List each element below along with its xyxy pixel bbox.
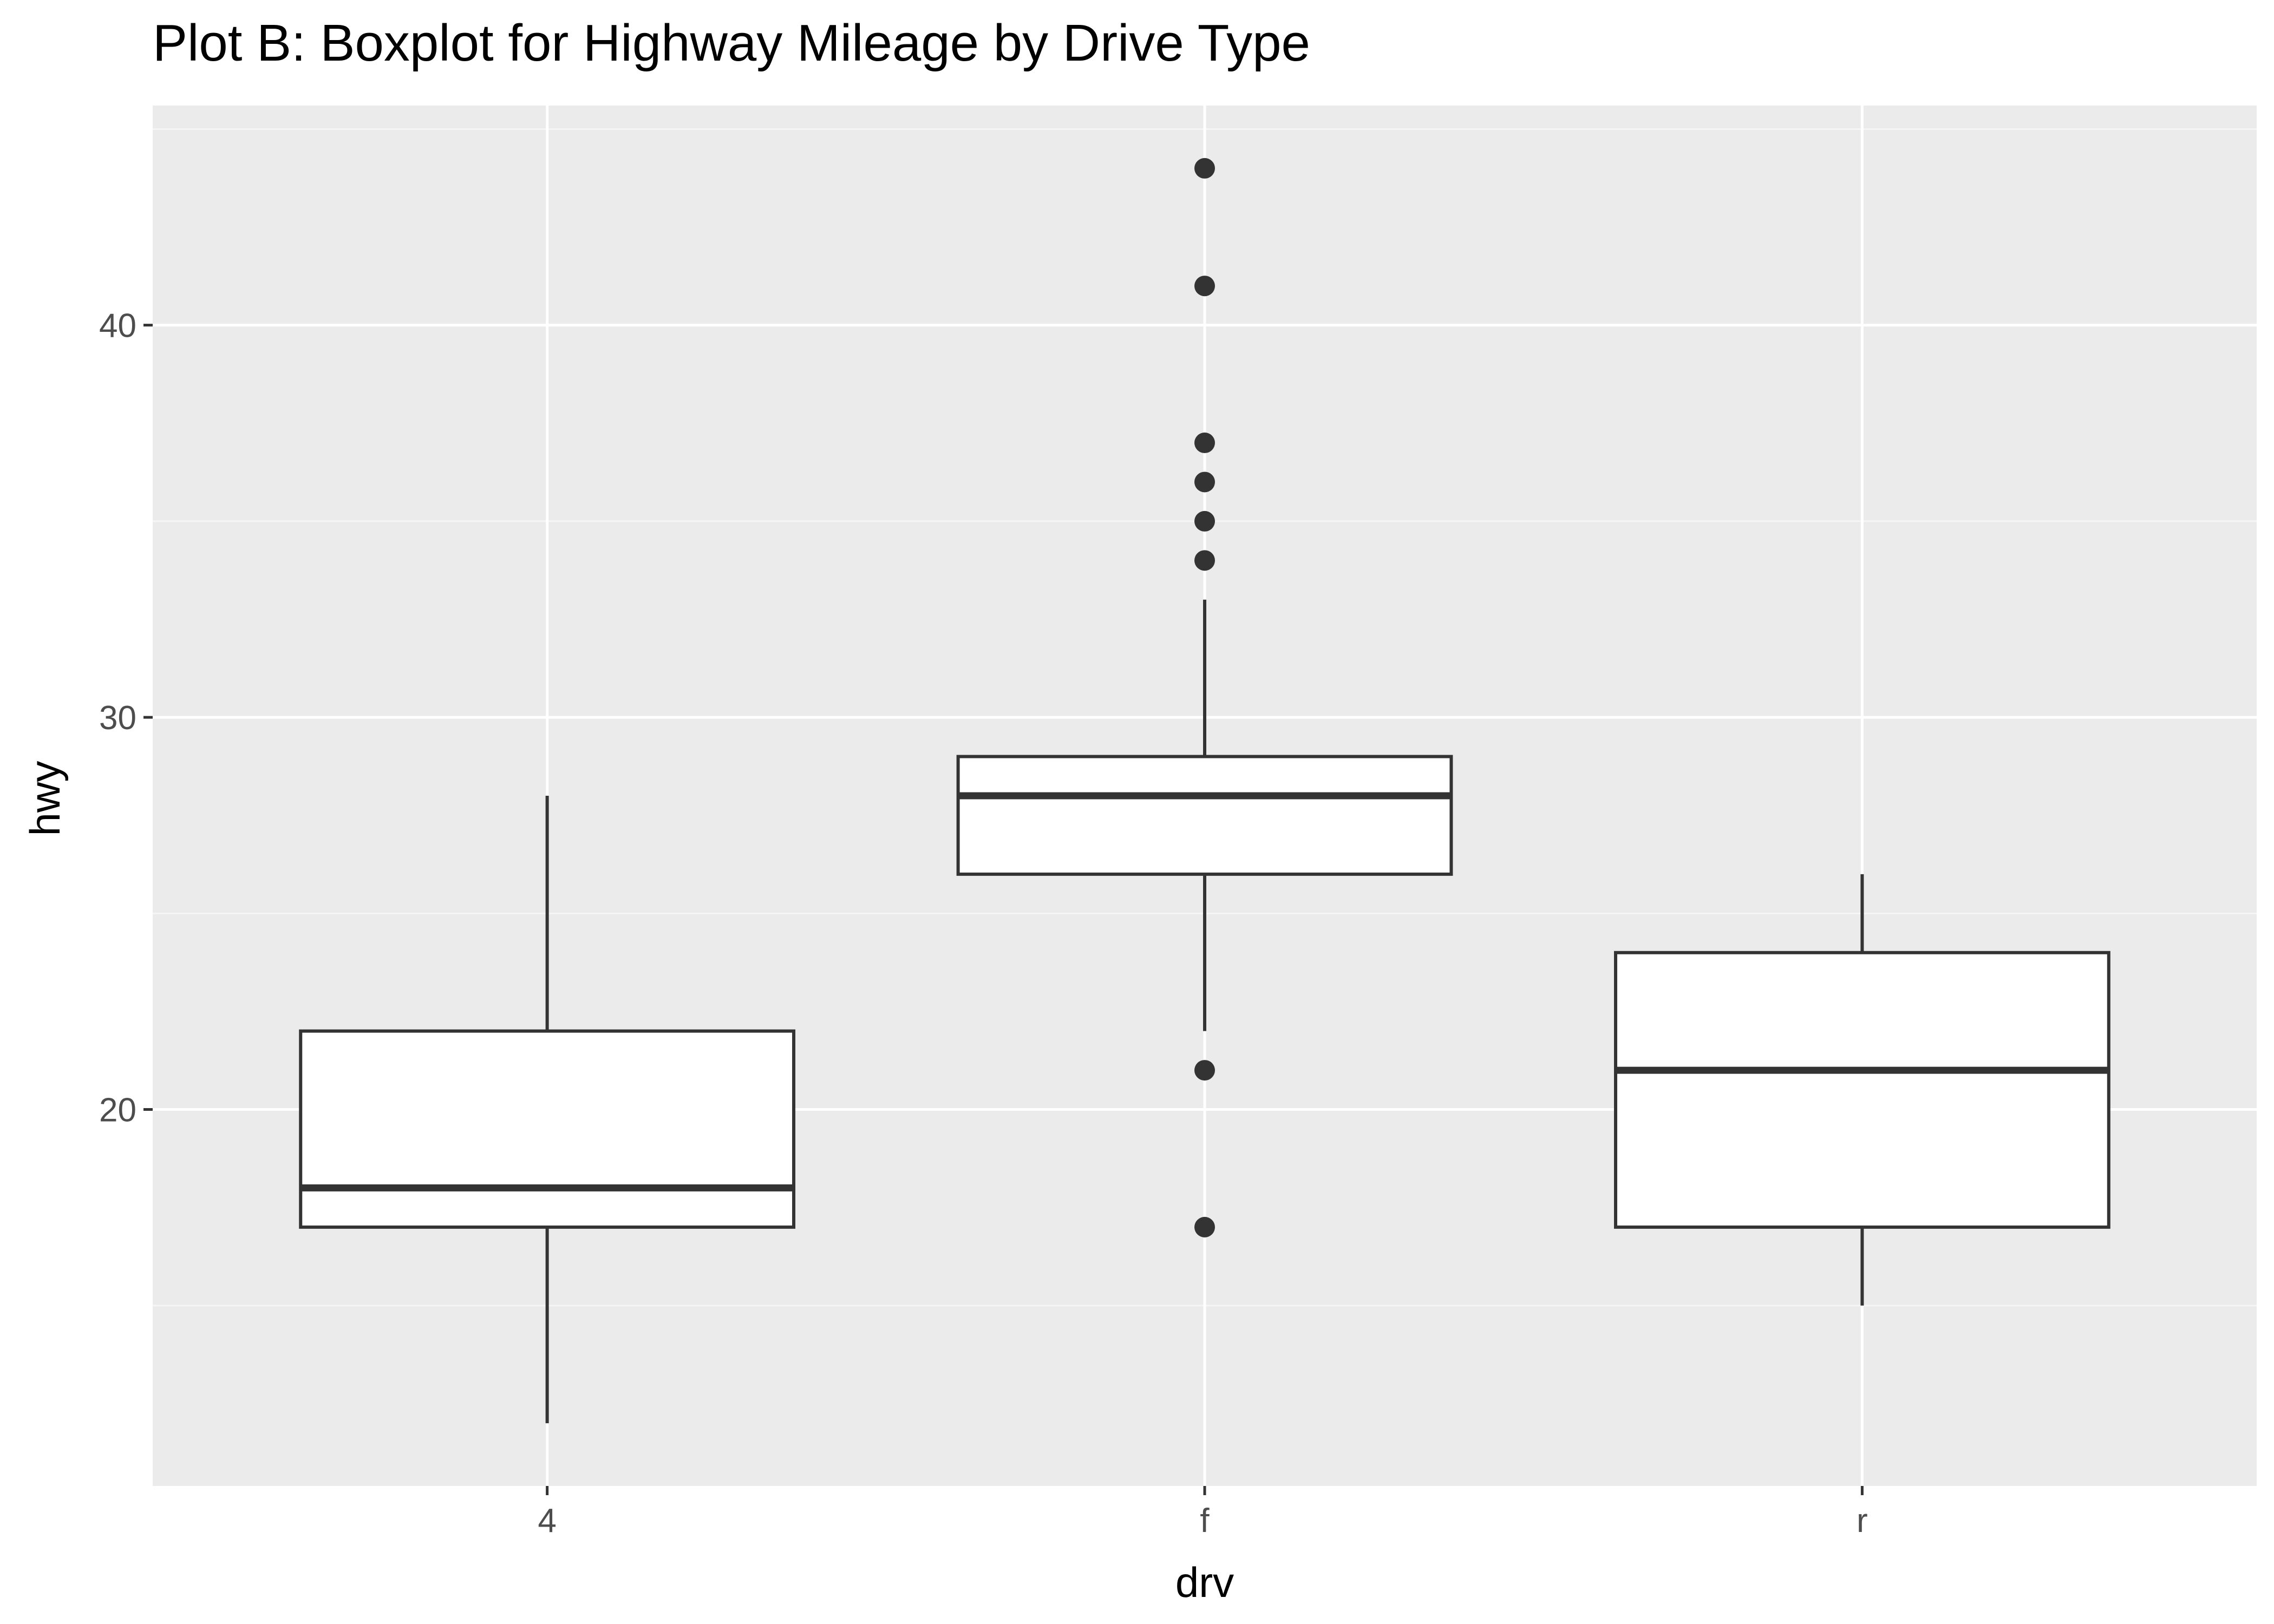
x-axis-title: drv (1175, 1558, 1234, 1606)
outlier-point (1194, 433, 1215, 454)
outlier-point (1194, 510, 1215, 532)
outlier-point (1194, 276, 1215, 297)
outlier-point (1194, 1216, 1215, 1237)
outlier-point (1194, 1060, 1215, 1081)
box-f (956, 158, 1453, 1237)
x-tick-label: f (1200, 1502, 1210, 1540)
outlier-point (1194, 550, 1215, 571)
x-axis: 4 f r (538, 1486, 1868, 1540)
box-iqr (956, 755, 1453, 876)
outlier-point (1194, 158, 1215, 179)
y-axis-title: hwy (21, 761, 69, 836)
y-axis: 20 30 40 (99, 307, 153, 1129)
x-tick-label: 4 (538, 1502, 556, 1540)
box-4 (299, 796, 796, 1424)
box-iqr (1613, 951, 2110, 1229)
y-tick-label: 30 (99, 699, 136, 737)
outlier-point (1194, 472, 1215, 493)
y-tick-label: 40 (99, 307, 136, 345)
chart-title: Plot B: Boxplot for Highway Mileage by D… (153, 14, 1310, 72)
y-tick-label: 20 (99, 1092, 136, 1129)
box-iqr (299, 1029, 796, 1229)
box-series (299, 158, 2110, 1424)
x-tick-label: r (1857, 1502, 1868, 1540)
box-r (1613, 874, 2110, 1306)
